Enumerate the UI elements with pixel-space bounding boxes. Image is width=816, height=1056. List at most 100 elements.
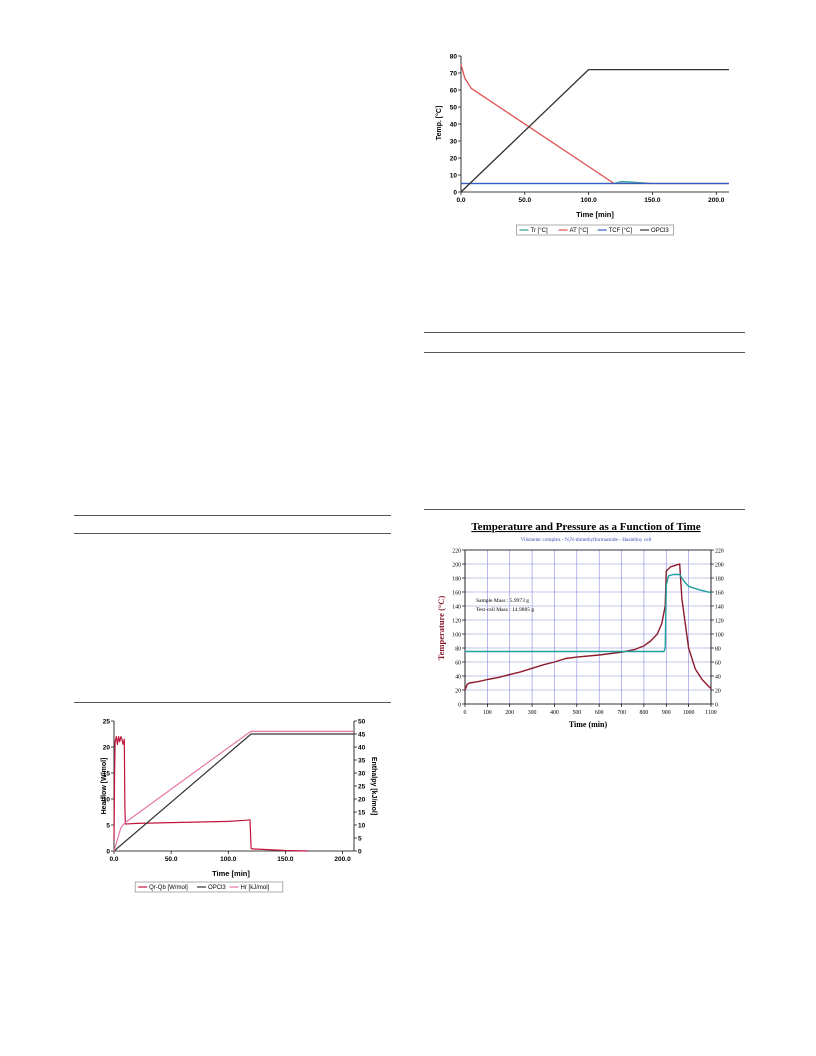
y2-tick-label: 160 (715, 591, 724, 597)
x-tick-label: 800 (640, 710, 649, 716)
y-tick-label: 120 (452, 619, 461, 625)
y-tick-label: 25 (103, 719, 111, 726)
y-tick-label: 0 (106, 849, 110, 856)
y-tick-label: 100 (452, 633, 461, 639)
y-tick-label: 0 (458, 703, 461, 709)
legend-box (516, 224, 674, 236)
legend-label: AT [°C] (570, 228, 589, 234)
y2-tick-label: 45 (358, 732, 366, 739)
series-line-hr-kj-mol (113, 730, 354, 852)
y-axis-label: Heatflow [W/mol] (101, 758, 108, 815)
divider (424, 509, 745, 510)
divider (74, 702, 391, 703)
x-tick-label: 100 (483, 710, 492, 716)
y2-tick-label: 40 (358, 745, 366, 752)
pressure-chart: Temperature and Pressure as a Function o… (432, 518, 744, 733)
legend-label: Qr-Qb [W/mol] (149, 885, 188, 891)
y-axis-label: Temperature (°C) (436, 596, 446, 661)
y2-tick-label: 10 (358, 823, 366, 830)
x-tick-label: 0.0 (109, 856, 118, 863)
x-tick-label: 200.0 (334, 856, 351, 863)
heatflow-chart-svg: Heatflow [W/mol] Enthalpy [kJ/mol] Time … (101, 719, 377, 893)
legend-label: Hr [kJ/mol] (241, 885, 270, 891)
divider (424, 352, 745, 353)
y2-tick-label: 50 (358, 719, 366, 726)
plot-area (465, 550, 711, 704)
y-tick-label: 180 (452, 577, 461, 583)
divider (424, 332, 745, 333)
temperature-chart: Temp. [°C] Time [min] Tr [°C] AT [°C] TCF … (430, 50, 740, 240)
x-tick-label: 50.0 (165, 856, 178, 863)
series-line-opcl3 (460, 68, 729, 193)
x-tick-label: 0 (464, 710, 467, 716)
y2-tick-label: 120 (715, 619, 724, 625)
y-tick-label: 20 (103, 745, 111, 752)
annotation-cell-mass: Test-cell Mass : 14.9885 g (476, 607, 534, 613)
y2-tick-label: 25 (358, 784, 366, 791)
x-axis-label: Time [min] (212, 869, 250, 878)
y2-axis-label: Enthalpy [kJ/mol] (370, 757, 377, 815)
y-tick-label: 20 (450, 156, 458, 163)
chart-subtitle: Vilsmeier complex - N,N-dimethylformamid… (520, 536, 652, 543)
x-tick-label: 500 (572, 710, 581, 716)
y2-tick-label: 220 (715, 549, 724, 555)
y2-tick-label: 0 (715, 703, 718, 709)
y-tick-label: 60 (450, 88, 458, 95)
y-tick-label: 220 (452, 549, 461, 555)
x-tick-label: 1100 (705, 710, 716, 716)
x-tick-label: 200 (505, 710, 514, 716)
y-tick-label: 70 (450, 71, 458, 78)
y-tick-label: 160 (452, 591, 461, 597)
y-tick-label: 50 (450, 105, 458, 112)
x-tick-label: 400 (550, 710, 559, 716)
y-tick-label: 30 (450, 139, 458, 146)
series-line-pressure (465, 573, 712, 653)
y2-tick-label: 15 (358, 810, 366, 817)
x-tick-label: 150.0 (644, 197, 661, 204)
y-axis-label: Temp. [°C] (435, 106, 443, 141)
y2-tick-label: 0 (358, 849, 362, 856)
x-tick-label: 0.0 (456, 197, 465, 204)
x-tick-label: 300 (528, 710, 537, 716)
y2-tick-label: 40 (715, 675, 721, 681)
legend-label: Tr [°C] (530, 228, 548, 234)
y-tick-label: 0 (453, 190, 457, 197)
legend: Tr [°C] AT [°C] TCF [°C] OPCl3 (516, 224, 674, 236)
series-line-qr-qb-w-mol (113, 736, 309, 852)
y-tick-label: 10 (103, 797, 111, 804)
legend-label: OPCl3 (208, 885, 226, 891)
y-tick-label: 40 (455, 675, 461, 681)
y-tick-label: 200 (452, 563, 461, 569)
y-tick-label: 80 (450, 54, 458, 61)
y2-tick-label: 30 (358, 771, 366, 778)
legend-box (134, 881, 284, 893)
y2-tick-label: 140 (715, 605, 724, 611)
y-tick-label: 20 (455, 689, 461, 695)
x-tick-label: 150.0 (277, 856, 294, 863)
y2-tick-label: 60 (715, 661, 721, 667)
y-tick-label: 10 (450, 173, 458, 180)
chart-title: Temperature and Pressure as a Function o… (471, 521, 700, 533)
y-tick-label: 140 (452, 605, 461, 611)
series-line-temperature (464, 563, 712, 691)
legend-label: OPCl3 (651, 228, 669, 234)
y-tick-label: 15 (103, 771, 111, 778)
series-line-at-c (460, 64, 729, 185)
y2-tick-label: 180 (715, 577, 724, 583)
y2-tick-label: 100 (715, 633, 724, 639)
x-tick-label: 900 (662, 710, 671, 716)
y-tick-label: 80 (455, 647, 461, 653)
x-tick-label: 100.0 (580, 197, 597, 204)
x-tick-label: 700 (617, 710, 626, 716)
pressure-chart-svg: Temperature and Pressure as a Function o… (436, 521, 724, 729)
y2-tick-label: 200 (715, 563, 724, 569)
x-tick-label: 50.0 (518, 197, 531, 204)
divider (74, 515, 391, 516)
y2-tick-label: 35 (358, 758, 366, 765)
x-tick-label: 100.0 (220, 856, 237, 863)
y2-tick-label: 20 (358, 797, 366, 804)
x-tick-label: 200.0 (708, 197, 725, 204)
y-tick-label: 5 (106, 823, 110, 830)
legend-label: TCF [°C] (609, 228, 633, 234)
y2-tick-label: 80 (715, 647, 721, 653)
